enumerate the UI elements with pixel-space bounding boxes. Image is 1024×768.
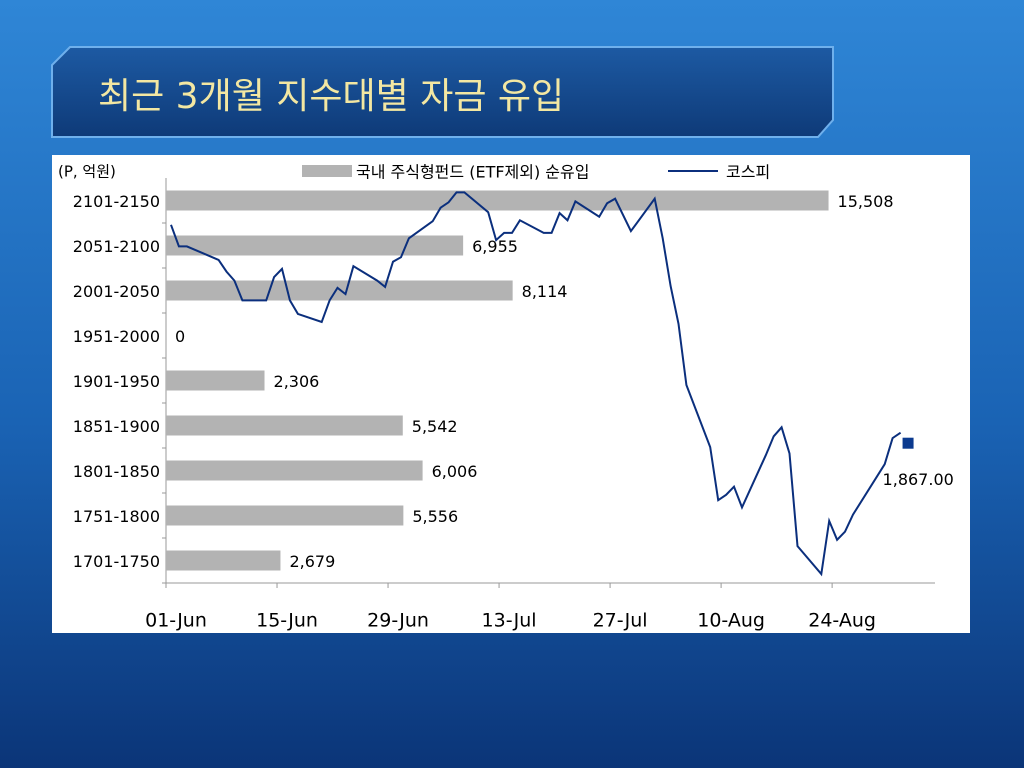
bar-value-label: 0 <box>175 327 185 346</box>
legend-swatch <box>302 165 352 177</box>
bar <box>166 235 464 256</box>
bar <box>166 190 829 211</box>
bar <box>166 505 404 526</box>
x-tick-label: 15-Jun <box>256 610 318 632</box>
bar-value-label: 6,006 <box>432 462 478 481</box>
x-tick-label: 01-Jun <box>145 610 207 632</box>
legend-label: 코스피 <box>726 163 770 182</box>
unit-label: (P, 억원) <box>58 163 116 181</box>
bar-value-label: 6,955 <box>472 237 518 256</box>
bar-value-label: 15,508 <box>838 192 894 211</box>
y-tick-label: 1701-1750 <box>73 552 160 571</box>
y-tick-label: 1901-1950 <box>73 372 160 391</box>
bar-value-label: 5,556 <box>412 507 458 526</box>
bar <box>166 550 281 571</box>
y-tick-label: 1801-1850 <box>73 462 160 481</box>
x-tick-label: 29-Jun <box>367 610 429 632</box>
x-tick-label: 13-Jul <box>482 610 537 632</box>
last-value-label: 1,867.00 <box>883 470 954 489</box>
bar <box>166 460 423 481</box>
kospi-line <box>170 191 902 577</box>
bar-value-label: 5,542 <box>412 417 458 436</box>
y-tick-label: 1851-1900 <box>73 417 160 436</box>
bar-value-label: 8,114 <box>522 282 568 301</box>
legend-label: 국내 주식형펀드 (ETF제외) 순유입 <box>356 163 589 182</box>
bar <box>166 370 265 391</box>
y-tick-label: 2051-2100 <box>73 237 160 256</box>
bar-value-label: 2,679 <box>289 552 335 571</box>
x-tick-label: 27-Jul <box>593 610 648 632</box>
title-banner <box>51 46 834 138</box>
y-tick-label: 1751-1800 <box>73 507 160 526</box>
bar-value-label: 2,306 <box>274 372 320 391</box>
y-tick-label: 1951-2000 <box>73 327 160 346</box>
y-tick-label: 2101-2150 <box>73 192 160 211</box>
last-point-marker <box>902 437 914 449</box>
bar <box>166 415 403 436</box>
x-tick-label: 10-Aug <box>697 610 765 632</box>
x-tick-label: 24-Aug <box>808 610 876 632</box>
y-tick-label: 2001-2050 <box>73 282 160 301</box>
chart-title: 최근 3개월 지수대별 자금 유입 <box>98 76 564 117</box>
